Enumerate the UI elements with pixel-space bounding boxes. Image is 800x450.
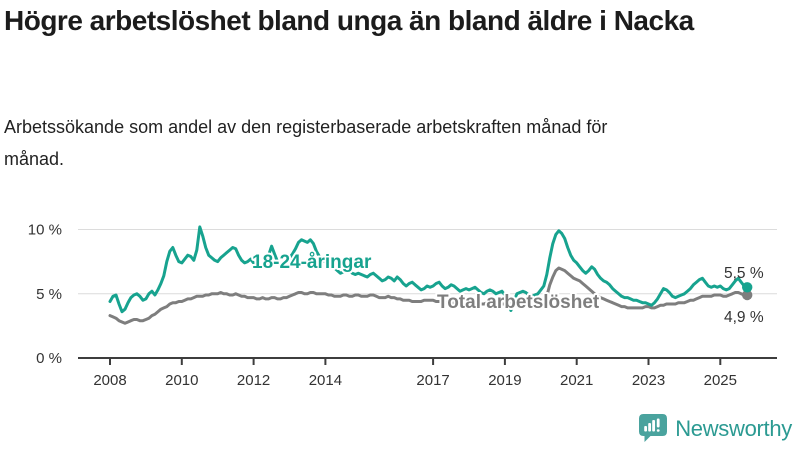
total-end-dot [742, 289, 753, 301]
total-series-line [108, 266, 749, 325]
x-tick-label-2021: 2021 [560, 372, 593, 389]
chart-title: Högre arbetslöshet bland unga än bland ä… [4, 5, 694, 36]
exclamation-dot [656, 429, 660, 432]
x-tick-label-2014: 2014 [309, 372, 342, 389]
total-end-value-label: 4,9 % [724, 309, 764, 326]
x-tick-label-2019: 2019 [488, 372, 521, 389]
youth-end-value-label: 5,5 % [724, 265, 764, 282]
exclamation-bar [656, 418, 660, 428]
newsworthy-speech-bubble-chart-icon [639, 414, 668, 442]
x-tick-label-2010: 2010 [165, 372, 198, 389]
youth-series-label: 18-24-åringar [252, 252, 372, 273]
x-tick-label-2023: 2023 [632, 372, 665, 389]
y-tick-label-5: 5 % [36, 286, 62, 303]
chart-subtitle: Arbetssökande som andel av den registerb… [4, 117, 608, 169]
y-tick-label-0: 0 % [36, 350, 62, 367]
youth-end-dot [742, 282, 753, 293]
x-tick-label-2012: 2012 [237, 372, 270, 389]
y-tick-label-10: 10 % [28, 222, 62, 239]
bar-medium [648, 423, 652, 432]
youth-series-line [108, 225, 749, 314]
x-tick-label-2025: 2025 [704, 372, 737, 389]
bar-small [644, 426, 648, 432]
line-chart: 2008 2010 2012 2014 2017 2019 2021 2023 2025 0 % 5… [28, 222, 777, 389]
x-tick-label-2017: 2017 [416, 372, 449, 389]
newsworthy-logo: Newsworthy [638, 413, 792, 444]
x-tick-label-2008: 2008 [93, 372, 126, 389]
bar-tall [652, 420, 656, 432]
total-series-label: Total arbetslöshet [437, 292, 600, 313]
newsworthy-wordmark: Newsworthy [675, 415, 792, 441]
